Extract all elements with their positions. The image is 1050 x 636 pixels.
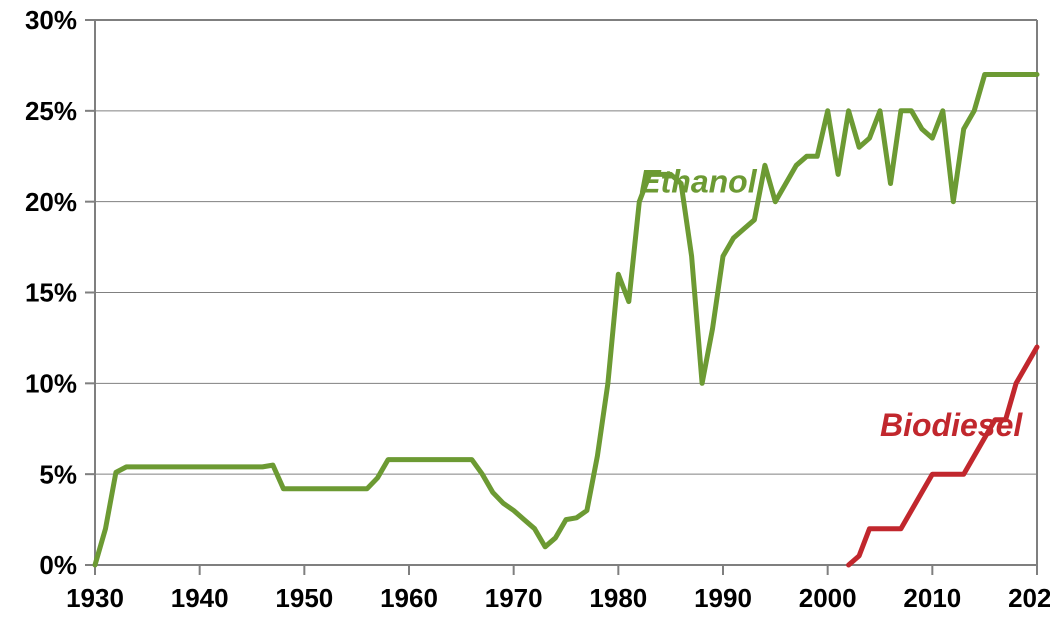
- y-tick-label: 10%: [25, 368, 77, 398]
- chart-svg: 1930 1940 1950 1960 1970 1980 1990 2000 2010 2020…: [0, 0, 1050, 636]
- x-tick-label: 1960: [380, 583, 438, 613]
- x-tick-label: 1980: [589, 583, 647, 613]
- x-tick-label: 1940: [171, 583, 229, 613]
- y-tick-label: 15%: [25, 278, 77, 308]
- x-tick-label: 2010: [903, 583, 961, 613]
- y-tick-label: 25%: [25, 96, 77, 126]
- y-tick-label: 30%: [25, 5, 77, 35]
- series-label-ethanol: Ethanol: [639, 164, 757, 200]
- x-tick-label: 2000: [799, 583, 857, 613]
- x-tick-label: 1970: [485, 583, 543, 613]
- y-tick-label: 20%: [25, 187, 77, 217]
- y-tick-label: 0%: [39, 550, 77, 580]
- x-tick-label: 1950: [275, 583, 333, 613]
- x-tick-label: 1990: [694, 583, 752, 613]
- x-tick-label: 1930: [66, 583, 124, 613]
- biofuel-chart: 1930 1940 1950 1960 1970 1980 1990 2000 2010 2020…: [0, 0, 1050, 636]
- chart-background: [0, 0, 1050, 636]
- series-label-biodiesel: Biodiesel: [880, 407, 1023, 443]
- y-tick-label: 5%: [39, 459, 77, 489]
- x-tick-label: 2020: [1008, 583, 1050, 613]
